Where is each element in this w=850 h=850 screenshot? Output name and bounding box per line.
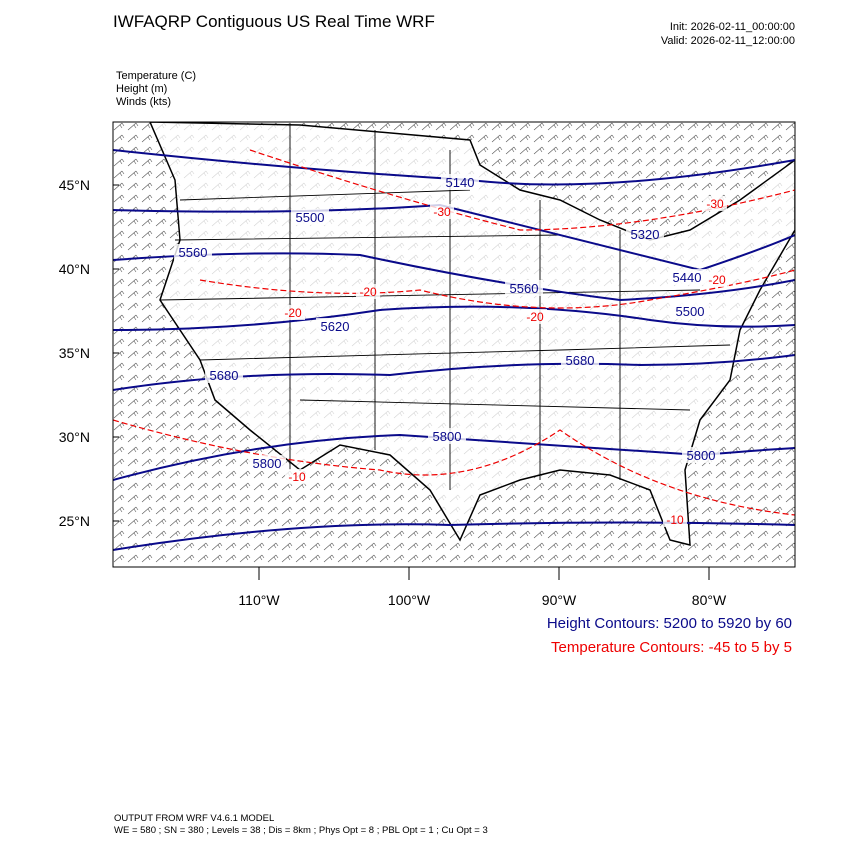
height-label-box [505,280,543,296]
field: Temperature (C) [116,70,196,82]
contour-labels: 5140 5500 5560 5320 5560 5620 5440 5500 5680 5680… [174,174,729,527]
height-label-box [316,318,354,334]
lat-label: 35°N [59,345,90,361]
temperature-label-box [285,469,309,484]
height-label: 5140 [446,175,475,190]
temperature-label: -20 [359,285,377,299]
valid-time: Valid: 2026-02-11_12:00:00 [661,35,795,47]
temperature-label-box [281,305,305,320]
map-area: 5140 5500 5560 5320 5560 5620 5440 5500 5680 5680… [113,122,795,567]
height-label: 5680 [566,353,595,368]
height-label-box [248,455,286,471]
lon-label: 100°W [388,592,431,608]
field: Height (m) [116,83,167,95]
temperature-label-box [430,204,454,219]
temperature-label-box [356,284,380,299]
height-label-box [626,226,664,242]
temperature-label-box [663,512,687,527]
footer-model: OUTPUT FROM WRF V4.6.1 MODEL [114,813,274,824]
lat-label: 40°N [59,261,90,277]
us-outline [149,122,795,546]
height-label-box [682,447,720,463]
lat-label: 25°N [59,513,90,529]
height-label: 5560 [510,281,539,296]
height-label-box [205,367,243,383]
height-label: 5500 [676,304,705,319]
temperature-label: -30 [706,197,724,211]
axes: 45°N 40°N 35°N 30°N 25°N 110°W 100°W 90°W 80°W [59,177,727,608]
temperature-legend: Temperature Contours: -45 to 5 by 5 [551,639,792,656]
temperature-label: -20 [708,273,726,287]
height-label: 5500 [296,210,325,225]
lon-label: 80°W [692,592,727,608]
lat-label: 45°N [59,177,90,193]
temperature-label: -20 [526,310,544,324]
temperature-label: -10 [288,470,306,484]
lon-label: 90°W [542,592,577,608]
height-label-box [174,244,212,260]
temperature-label-box [705,272,729,287]
height-label: 5800 [253,456,282,471]
title: IWFAQRP Contiguous US Real Time WRF [113,12,435,31]
height-label-box [291,209,329,225]
height-label: 5560 [179,245,208,260]
field-list: Temperature (C) Height (m) Winds (kts) [116,70,196,108]
lat-label: 30°N [59,429,90,445]
temperature-label: -30 [433,205,451,219]
height-label: 5620 [321,319,350,334]
temperature-label-box [523,309,547,324]
height-label: 5680 [210,368,239,383]
field: Winds (kts) [116,96,171,108]
height-label: 5320 [631,227,660,242]
height-legend: Height Contours: 5200 to 5920 by 60 [547,615,792,632]
temperature-label-box [703,196,727,211]
temperature-label: -20 [284,306,302,320]
height-label: 5440 [673,270,702,285]
height-label-box [671,303,709,319]
height-label-box [561,352,599,368]
height-label-box [428,428,466,444]
footer-settings: WE = 580 ; SN = 380 ; Levels = 38 ; Dis … [114,825,488,836]
map-frame [112,121,796,568]
height-label: 5800 [433,429,462,444]
height-label-box [668,269,706,285]
temperature-label: -10 [666,513,684,527]
lon-label: 110°W [238,592,280,608]
init-time: Init: 2026-02-11_00:00:00 [670,21,795,33]
height-label: 5800 [687,448,716,463]
height-label-box [441,174,479,190]
